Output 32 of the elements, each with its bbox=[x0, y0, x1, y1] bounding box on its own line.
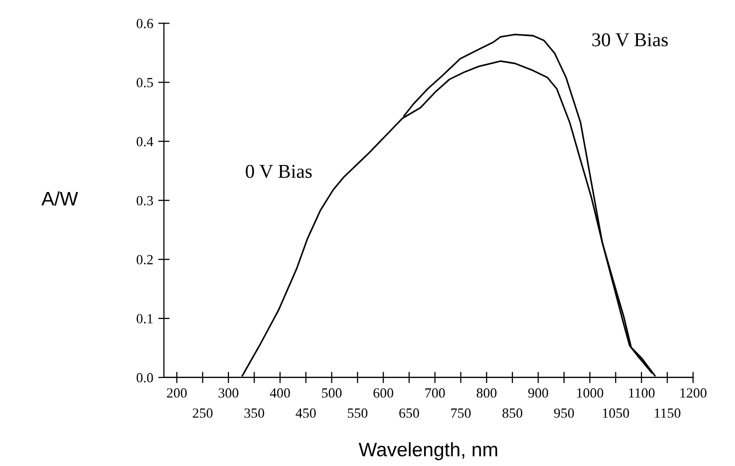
x2-tick-label: 1150 bbox=[654, 408, 680, 418]
x-tick-label: 1100 bbox=[629, 388, 655, 398]
x-tick-label: 500 bbox=[322, 388, 342, 398]
x-tick-label: 600 bbox=[374, 388, 394, 398]
x2-tick-label: 650 bbox=[399, 408, 420, 418]
y-tick-label: 0.0 bbox=[136, 373, 153, 382]
x-tick-label: 400 bbox=[270, 388, 290, 398]
y-tick-label: 0.3 bbox=[136, 196, 153, 206]
y-tick-label: 0.5 bbox=[136, 78, 153, 88]
y-tick-label: 0.1 bbox=[136, 314, 153, 324]
y-tick-label: 0.2 bbox=[136, 254, 153, 264]
x-axis-title: Wavelength, nm bbox=[358, 442, 498, 460]
x2-tick-label: 950 bbox=[554, 408, 574, 418]
x2-tick-label: 850 bbox=[502, 408, 522, 418]
x2-tick-label: 750 bbox=[451, 408, 471, 418]
x2-tick-label: 1050 bbox=[602, 408, 630, 418]
x-tick-label: 700 bbox=[425, 388, 445, 398]
x-tick-label: 900 bbox=[528, 388, 548, 398]
x2-tick-label: 250 bbox=[192, 408, 213, 418]
x-tick-label: 1200 bbox=[680, 388, 706, 398]
series-label: 0 V Bias bbox=[246, 164, 312, 178]
x2-tick-label: 350 bbox=[244, 408, 264, 418]
x-tick-label: 1000 bbox=[577, 388, 604, 398]
y-tick-label: 0.6 bbox=[136, 18, 154, 28]
x-tick-label: 200 bbox=[167, 388, 187, 398]
x-tick-label: 800 bbox=[476, 388, 496, 398]
x-tick-label: 300 bbox=[218, 388, 238, 398]
x2-tick-label: 450 bbox=[296, 408, 316, 418]
y-axis-title: A/W bbox=[41, 191, 78, 206]
y-tick-label: 0.4 bbox=[136, 136, 154, 146]
series-label: 30 V Bias bbox=[592, 33, 668, 46]
x2-tick-label: 550 bbox=[348, 408, 368, 418]
